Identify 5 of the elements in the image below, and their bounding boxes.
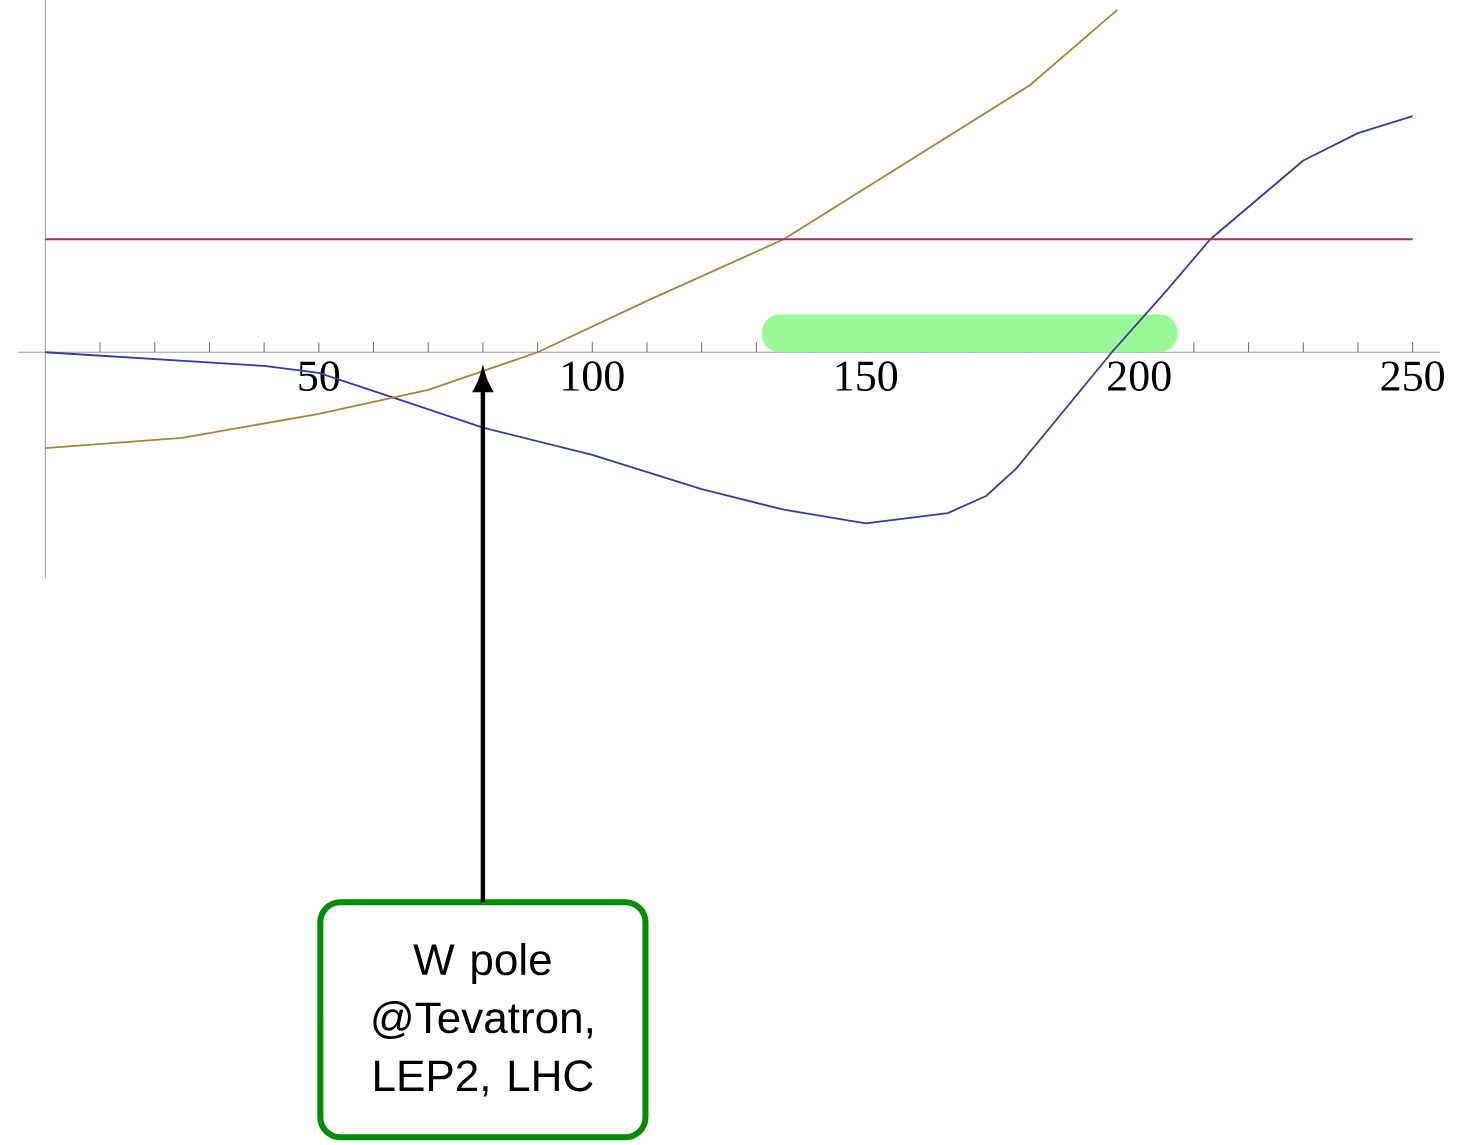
x-tick-label: 100	[563, 361, 624, 392]
x-tick-label: 200	[1108, 361, 1171, 392]
text: W pole @Tevatron, LEP2, LHC	[373, 942, 593, 1097]
x-tick-label: 150	[836, 361, 898, 392]
x-tick-label: 250	[1381, 361, 1444, 392]
